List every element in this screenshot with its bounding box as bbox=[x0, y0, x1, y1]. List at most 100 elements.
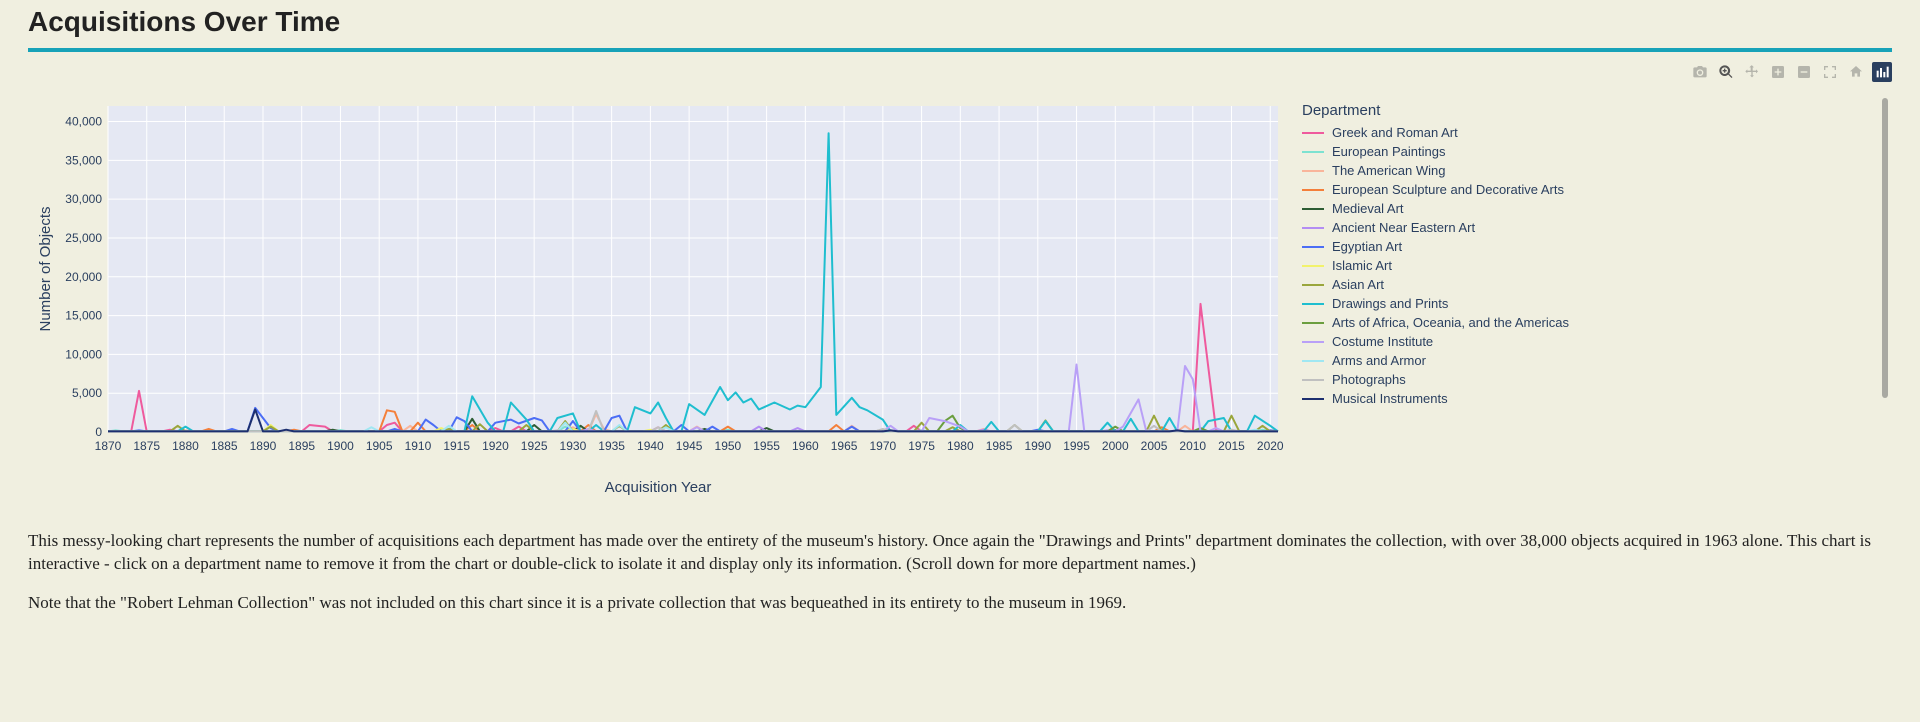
plotly-logo-icon[interactable] bbox=[1872, 62, 1892, 82]
svg-text:1890: 1890 bbox=[250, 439, 277, 453]
legend-item[interactable]: The American Wing bbox=[1302, 161, 1892, 180]
legend-swatch bbox=[1302, 246, 1324, 248]
title-rule bbox=[28, 48, 1892, 52]
svg-text:35,000: 35,000 bbox=[65, 153, 102, 167]
x-axis-title: Acquisition Year bbox=[28, 479, 1288, 496]
svg-text:1895: 1895 bbox=[288, 439, 315, 453]
reset-icon[interactable] bbox=[1846, 62, 1866, 82]
svg-text:1905: 1905 bbox=[366, 439, 393, 453]
svg-text:0: 0 bbox=[95, 425, 102, 439]
pan-icon[interactable] bbox=[1742, 62, 1762, 82]
legend-item[interactable]: Islamic Art bbox=[1302, 256, 1892, 275]
paragraph-2: Note that the "Robert Lehman Collection"… bbox=[28, 592, 1892, 615]
legend-swatch bbox=[1302, 151, 1324, 153]
legend-item[interactable]: Ancient Near Eastern Art bbox=[1302, 218, 1892, 237]
svg-text:Number of Objects: Number of Objects bbox=[37, 206, 54, 331]
zoom-icon[interactable] bbox=[1716, 62, 1736, 82]
svg-text:1995: 1995 bbox=[1063, 439, 1090, 453]
legend-label: Photographs bbox=[1332, 372, 1406, 387]
autoscale-icon[interactable] bbox=[1820, 62, 1840, 82]
svg-text:2000: 2000 bbox=[1102, 439, 1129, 453]
svg-text:1930: 1930 bbox=[560, 439, 587, 453]
svg-text:1960: 1960 bbox=[792, 439, 819, 453]
zoom-in-icon[interactable] bbox=[1768, 62, 1788, 82]
svg-text:1965: 1965 bbox=[831, 439, 858, 453]
legend-swatch bbox=[1302, 132, 1324, 134]
legend-swatch bbox=[1302, 341, 1324, 343]
legend-item[interactable]: Costume Institute bbox=[1302, 332, 1892, 351]
legend-item[interactable]: Drawings and Prints bbox=[1302, 294, 1892, 313]
legend-label: Drawings and Prints bbox=[1332, 296, 1448, 311]
zoom-out-icon[interactable] bbox=[1794, 62, 1814, 82]
svg-text:20,000: 20,000 bbox=[65, 270, 102, 284]
legend-swatch bbox=[1302, 284, 1324, 286]
plot-toolbar bbox=[28, 56, 1892, 84]
description-text: This messy-looking chart represents the … bbox=[28, 530, 1892, 615]
legend-label: Greek and Roman Art bbox=[1332, 125, 1458, 140]
svg-text:5,000: 5,000 bbox=[72, 386, 102, 400]
svg-text:2020: 2020 bbox=[1257, 439, 1284, 453]
legend-item[interactable]: Arts of Africa, Oceania, and the America… bbox=[1302, 313, 1892, 332]
legend-label: Arms and Armor bbox=[1332, 353, 1426, 368]
svg-text:1920: 1920 bbox=[482, 439, 509, 453]
svg-text:1970: 1970 bbox=[869, 439, 896, 453]
legend-label: Arts of Africa, Oceania, and the America… bbox=[1332, 315, 1569, 330]
legend-swatch bbox=[1302, 170, 1324, 172]
page-title: Acquisitions Over Time bbox=[28, 6, 1892, 38]
legend-swatch bbox=[1302, 322, 1324, 324]
legend-swatch bbox=[1302, 208, 1324, 210]
legend-item[interactable]: Greek and Roman Art bbox=[1302, 123, 1892, 142]
svg-text:10,000: 10,000 bbox=[65, 347, 102, 361]
legend-label: Egyptian Art bbox=[1332, 239, 1402, 254]
legend-label: Costume Institute bbox=[1332, 334, 1433, 349]
legend-title: Department bbox=[1302, 102, 1892, 119]
svg-text:15,000: 15,000 bbox=[65, 309, 102, 323]
legend-item[interactable]: European Sculpture and Decorative Arts bbox=[1302, 180, 1892, 199]
svg-text:1880: 1880 bbox=[172, 439, 199, 453]
legend-item[interactable]: European Paintings bbox=[1302, 142, 1892, 161]
svg-text:40,000: 40,000 bbox=[65, 115, 102, 129]
svg-text:1870: 1870 bbox=[95, 439, 122, 453]
svg-text:1900: 1900 bbox=[327, 439, 354, 453]
line-chart[interactable]: 1870 1875 1880 1885 1890 1895 1900 1905 1910 1915… bbox=[28, 88, 1288, 468]
svg-text:2010: 2010 bbox=[1179, 439, 1206, 453]
legend-label: European Sculpture and Decorative Arts bbox=[1332, 182, 1564, 197]
svg-text:1875: 1875 bbox=[133, 439, 160, 453]
legend-label: Asian Art bbox=[1332, 277, 1384, 292]
legend-scrollbar[interactable] bbox=[1882, 98, 1888, 398]
legend-item[interactable]: Egyptian Art bbox=[1302, 237, 1892, 256]
legend-item[interactable]: Asian Art bbox=[1302, 275, 1892, 294]
svg-text:25,000: 25,000 bbox=[65, 231, 102, 245]
legend-swatch bbox=[1302, 398, 1324, 400]
legend-swatch bbox=[1302, 303, 1324, 305]
legend-swatch bbox=[1302, 265, 1324, 267]
legend-swatch bbox=[1302, 189, 1324, 191]
legend-swatch bbox=[1302, 379, 1324, 381]
svg-text:2015: 2015 bbox=[1218, 439, 1245, 453]
camera-icon[interactable] bbox=[1690, 62, 1710, 82]
svg-text:2005: 2005 bbox=[1141, 439, 1168, 453]
legend-item[interactable]: Arms and Armor bbox=[1302, 351, 1892, 370]
svg-text:1985: 1985 bbox=[986, 439, 1013, 453]
legend-label: The American Wing bbox=[1332, 163, 1445, 178]
legend-label: Musical Instruments bbox=[1332, 391, 1448, 406]
svg-text:1975: 1975 bbox=[908, 439, 935, 453]
legend-item[interactable]: Medieval Art bbox=[1302, 199, 1892, 218]
legend-label: Islamic Art bbox=[1332, 258, 1392, 273]
svg-text:1910: 1910 bbox=[405, 439, 432, 453]
svg-text:1945: 1945 bbox=[676, 439, 703, 453]
svg-text:1990: 1990 bbox=[1024, 439, 1051, 453]
legend-label: Medieval Art bbox=[1332, 201, 1404, 216]
svg-text:1925: 1925 bbox=[521, 439, 548, 453]
legend-item[interactable]: Musical Instruments bbox=[1302, 389, 1892, 408]
svg-text:1955: 1955 bbox=[753, 439, 780, 453]
svg-text:1935: 1935 bbox=[598, 439, 625, 453]
svg-text:1940: 1940 bbox=[637, 439, 664, 453]
legend-list: Greek and Roman Art European Paintings The… bbox=[1302, 123, 1892, 408]
legend-label: Ancient Near Eastern Art bbox=[1332, 220, 1475, 235]
paragraph-1: This messy-looking chart represents the … bbox=[28, 530, 1892, 576]
svg-text:1885: 1885 bbox=[211, 439, 238, 453]
svg-text:1915: 1915 bbox=[443, 439, 470, 453]
legend-item[interactable]: Photographs bbox=[1302, 370, 1892, 389]
svg-text:1950: 1950 bbox=[715, 439, 742, 453]
